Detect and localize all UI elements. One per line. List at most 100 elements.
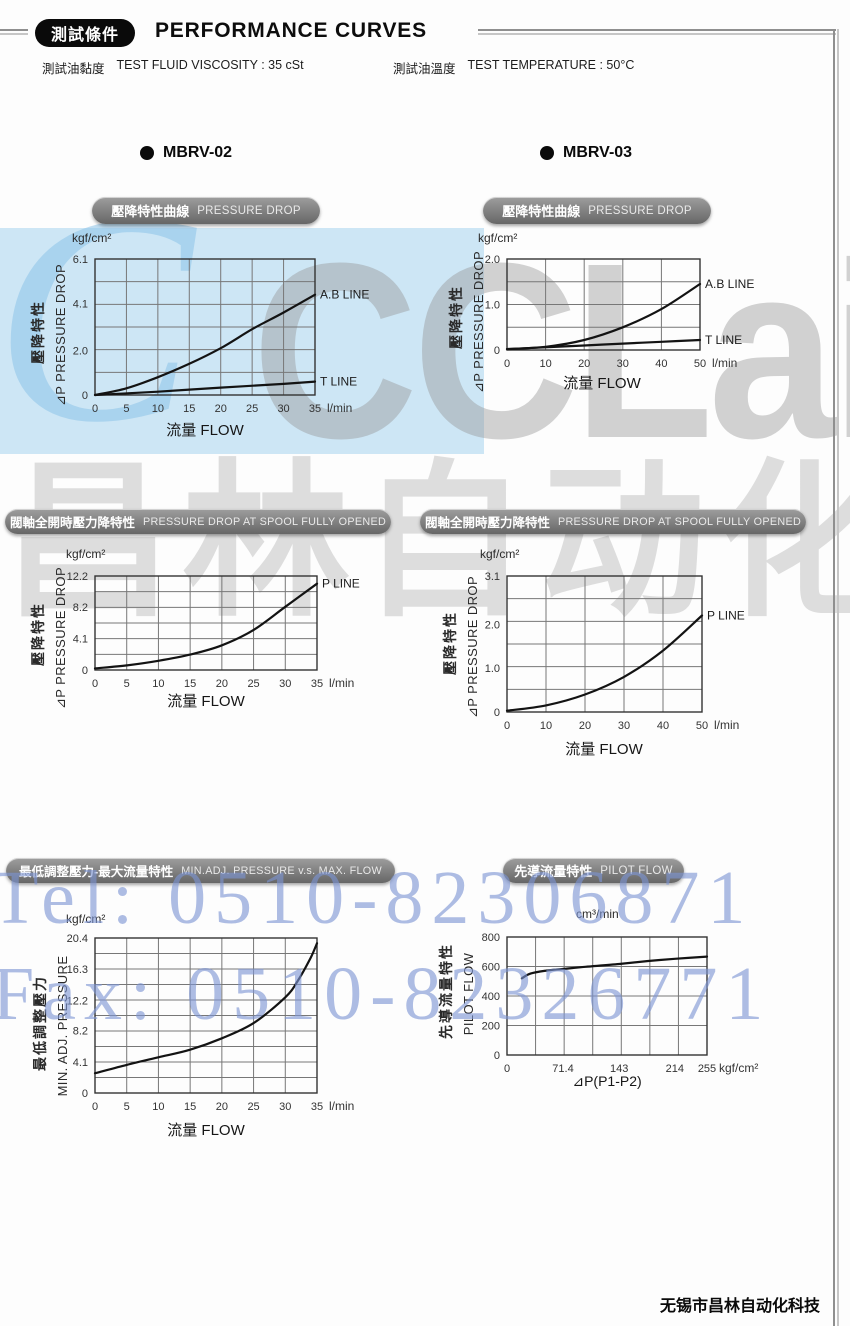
watermark-chinese-text: 昌林自动化 bbox=[4, 448, 850, 636]
y-tick-label: 20.4 bbox=[67, 933, 88, 945]
chart-title-cn: 先導流量特性 bbox=[514, 864, 593, 879]
x-tick-label: 0 bbox=[92, 403, 98, 415]
x-axis-unit: l/min bbox=[329, 676, 354, 690]
curve-label: A.B LINE bbox=[705, 277, 754, 291]
x-axis-label: 流量 FLOW bbox=[565, 741, 643, 758]
plot-border bbox=[506, 936, 708, 1056]
y-tick-label: 8.2 bbox=[73, 1026, 88, 1038]
plot-area: 0 1.0 2.0 0 10 20 30 40 50 l/min A.B LINE T LINE bbox=[485, 254, 755, 370]
x-tick-label: 20 bbox=[578, 358, 590, 370]
y-axis-unit: kgf/cm² bbox=[480, 547, 520, 561]
curve-label: T LINE bbox=[705, 333, 742, 347]
x-axis-unit: l/min bbox=[712, 356, 737, 370]
x-tick-label: 25 bbox=[247, 678, 259, 690]
y-axis-unit: cm³/min bbox=[576, 907, 619, 921]
chart-title-pill: 壓降特性曲線 PRESSURE DROP bbox=[483, 197, 711, 224]
y-tick-label: 4.1 bbox=[73, 633, 88, 645]
x-axis-label: 流量 FLOW bbox=[563, 375, 641, 392]
y-tick-label: 0 bbox=[494, 1050, 500, 1062]
curve-T LINE bbox=[93, 380, 317, 397]
chart-title-en: PRESSURE DROP bbox=[197, 204, 301, 217]
curve-series bbox=[520, 955, 709, 980]
x-axis-label: 流量 FLOW bbox=[167, 1122, 245, 1139]
y-axis-unit: kgf/cm² bbox=[66, 912, 106, 926]
x-axis-unit: l/min bbox=[714, 718, 739, 732]
x-axis-unit: kgf/cm² bbox=[719, 1061, 758, 1075]
x-tick-label: 20 bbox=[579, 720, 591, 732]
chart-title-cn: 閥軸全開時壓力降特性 bbox=[9, 516, 135, 530]
watermark-fax: Fax: 0510-82326771 bbox=[0, 952, 772, 1036]
plot-border bbox=[94, 258, 316, 396]
x-tick-label: 10 bbox=[152, 403, 164, 415]
curve-A.B LINE bbox=[505, 282, 702, 351]
x-tick-label: 10 bbox=[152, 1101, 164, 1113]
y-tick-label: 600 bbox=[482, 962, 500, 974]
x-tick-label: 30 bbox=[618, 720, 630, 732]
chart-title-en: PRESSURE DROP AT SPOOL FULLY OPENED bbox=[557, 515, 802, 528]
x-tick-label: 15 bbox=[183, 403, 195, 415]
x-tick-label: 143 bbox=[610, 1063, 628, 1075]
x-tick-label: 35 bbox=[309, 403, 321, 415]
chart-title-cn: 最低調整壓力-最大流量特性 bbox=[19, 865, 174, 879]
x-tick-label: 20 bbox=[215, 403, 227, 415]
x-axis-unit: l/min bbox=[327, 401, 352, 415]
x-tick-label: 15 bbox=[184, 678, 196, 690]
y-tick-label: 4.1 bbox=[73, 1057, 88, 1069]
x-tick-label: 10 bbox=[539, 358, 551, 370]
x-tick-label: 40 bbox=[655, 358, 667, 370]
plot-area: 0 2.0 4.1 6.1 0 5 10 15 20 25 30 35 l/min A.B LINE T L… bbox=[73, 254, 370, 415]
chart-title-cn: 壓降特性曲線 bbox=[502, 204, 581, 219]
plot-area: 0 4.1 8.2 12.2 0 5 10 15 20 25 30 35 l/min P LINE bbox=[67, 571, 360, 690]
x-axis-label: 流量 FLOW bbox=[166, 422, 244, 439]
y-tick-label: 200 bbox=[482, 1021, 500, 1033]
y-tick-label: 1.0 bbox=[485, 663, 500, 675]
x-tick-label: 35 bbox=[311, 678, 323, 690]
y-tick-label: 12.2 bbox=[67, 571, 88, 583]
y-axis-unit: kgf/cm² bbox=[478, 231, 518, 245]
x-tick-label: 30 bbox=[617, 358, 629, 370]
chart-title-pill: 閥軸全開時壓力降特性 PRESSURE DROP AT SPOOL FULLY … bbox=[420, 509, 806, 534]
y-tick-label: 1.0 bbox=[485, 300, 500, 312]
curve-label: T LINE bbox=[320, 375, 357, 389]
watermark-tel: Tel: 0510-82306871 bbox=[0, 856, 754, 940]
x-tick-label: 50 bbox=[694, 358, 706, 370]
chart-title-en: PRESSURE DROP AT SPOOL FULLY OPENED bbox=[142, 515, 387, 528]
curve-A.B LINE bbox=[93, 293, 317, 397]
x-tick-label: 30 bbox=[279, 678, 291, 690]
x-tick-label: 50 bbox=[696, 720, 708, 732]
chart-title-cn: 閥軸全開時壓力降特性 bbox=[424, 516, 550, 530]
y-tick-label: 0 bbox=[494, 345, 500, 357]
x-tick-label: 20 bbox=[216, 1101, 228, 1113]
x-axis-label: ⊿P(P1-P2) bbox=[572, 1073, 642, 1089]
chart-title-en: PRESSURE DROP bbox=[588, 204, 692, 217]
y-tick-label: 0 bbox=[82, 665, 88, 677]
y-tick-label: 16.3 bbox=[67, 964, 88, 976]
x-tick-label: 5 bbox=[123, 403, 129, 415]
footer-company-name: 无锡市昌林自动化科技 bbox=[660, 1298, 821, 1315]
x-tick-label: 0 bbox=[504, 358, 510, 370]
curve-label: A.B LINE bbox=[320, 288, 369, 302]
y-axis-unit: kgf/cm² bbox=[72, 231, 112, 245]
curve-label: P LINE bbox=[707, 608, 745, 622]
curve-series bbox=[93, 942, 319, 1075]
y-tick-label: 800 bbox=[482, 932, 500, 944]
chart-title-en: PILOT FLOW bbox=[600, 864, 673, 877]
y-tick-label: 3.1 bbox=[485, 571, 500, 583]
curve-P LINE bbox=[505, 614, 704, 712]
x-tick-label: 30 bbox=[277, 403, 289, 415]
x-tick-label: 214 bbox=[666, 1063, 684, 1075]
x-axis-unit: l/min bbox=[329, 1099, 354, 1113]
chart-title-pill: 最低調整壓力-最大流量特性 MIN.ADJ. PRESSURE v.s. MAX… bbox=[6, 858, 395, 883]
y-axis-label-cn: 壓降特性 bbox=[30, 300, 46, 364]
y-tick-label: 12.2 bbox=[67, 995, 88, 1007]
x-tick-label: 40 bbox=[657, 720, 669, 732]
x-tick-label: 25 bbox=[246, 403, 258, 415]
plot-area: 0 200 400 600 800 0 71.4 143 214 255 kgf/cm² bbox=[482, 932, 759, 1075]
x-tick-label: 5 bbox=[124, 678, 130, 690]
chart-title-pill: 壓降特性曲線 PRESSURE DROP bbox=[92, 197, 320, 224]
chart-title-cn: 壓降特性曲線 bbox=[111, 204, 190, 219]
y-tick-label: 2.0 bbox=[485, 619, 500, 631]
y-tick-label: 2.0 bbox=[485, 254, 500, 266]
